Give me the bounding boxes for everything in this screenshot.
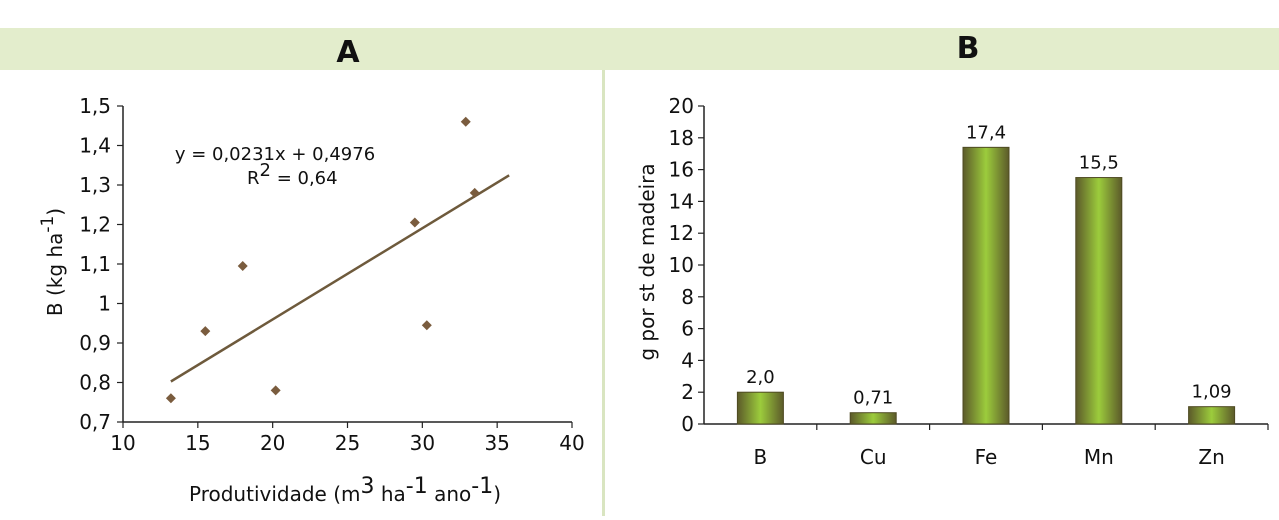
scatter-point [270,385,281,396]
y-tick-label: 1,2 [79,213,111,237]
bar-category-label: Cu [860,445,887,469]
x-tick-label: 40 [559,431,584,455]
bar-category-labels: B Cu Fe Mn Zn [754,424,1269,469]
x-label-sup3: -1 [471,474,493,499]
x-tick-label: 20 [260,431,285,455]
bar-value-label: 0,71 [853,388,893,409]
r-squared: R2 = 0,64 [247,160,338,189]
bar-value-label: 15,5 [1079,153,1119,174]
scatter-x-axis-label: Produtividade (m3 ha-1 ano-1) [189,474,501,506]
r-squared-sup: 2 [260,160,271,181]
x-tick-label: 15 [185,431,210,455]
x-label-mid2: ano [428,482,472,506]
regression-equation: y = 0,0231x + 0,4976 [175,144,375,165]
scatter-point [421,320,432,331]
scatter-point [200,326,211,337]
bar-y-ticks: 0 2 4 6 8 10 12 14 16 18 20 [669,94,704,436]
bar-y-tick-label: 18 [669,126,694,150]
x-tick-label: 10 [110,431,135,455]
scatter-y-ticks: 0,7 0,8 0,9 1 1,1 1,2 1,3 1,4 1,5 [79,94,123,434]
header-band [0,28,1279,70]
bar-y-tick-label: 20 [669,94,694,118]
bar-category-label: Zn [1198,445,1224,469]
bar-y-axis-label: g por st de madeira [635,163,659,360]
bar-y-tick-label: 6 [681,317,694,341]
r-squared-suffix: = 0,64 [271,168,338,189]
bar-value-label: 1,09 [1192,382,1232,403]
r-squared-prefix: R [247,168,260,189]
y-label-prefix: B (kg ha [43,233,67,316]
bar-zn [1188,406,1236,425]
y-tick-label: 1,1 [79,252,111,276]
y-tick-label: 1,5 [79,94,111,118]
bar-value-label: 17,4 [966,122,1006,143]
bar-y-tick-label: 8 [681,285,694,309]
bar-category-label: Mn [1084,445,1114,469]
scatter-chart: 0,7 0,8 0,9 1 1,1 1,2 1,3 1,4 1,5 10 15 20 25 30 35 40… [38,94,585,506]
x-tick-label: 35 [484,431,509,455]
bar-cu [849,412,897,425]
x-label-sup1: 3 [360,474,374,499]
x-label-suffix: ) [493,482,501,506]
bar-y-tick-label: 12 [669,221,694,245]
trendline [170,174,510,383]
scatter-point [460,116,471,127]
bar-category-label: B [754,445,768,469]
bar-y-tick-label: 16 [669,158,694,182]
bar-category-label: Fe [975,445,998,469]
bar-y-tick-label: 2 [681,380,694,404]
x-label-mid1: ha [374,482,405,506]
x-label-sup2: -1 [406,474,428,499]
bar-fe [962,146,1010,425]
scatter-y-axis-label: B (kg ha-1) [38,208,67,316]
scatter-point [469,187,480,198]
bars [736,146,1236,425]
y-tick-label: 0,9 [79,331,111,355]
bar-y-tick-label: 4 [681,348,694,372]
x-tick-label: 30 [410,431,435,455]
y-tick-label: 1,4 [79,134,111,158]
y-label-suffix: ) [43,208,67,216]
panel-divider [602,70,605,516]
bar-mn [1075,177,1123,425]
panel-a-title: A [336,35,360,70]
bar-chart: 0 2 4 6 8 10 12 14 16 18 20 2,0 0,71 17,4 15,5 1,09 B C… [635,94,1269,469]
panel-b-title: B [957,31,980,66]
y-label-sup: -1 [38,216,58,233]
bar-y-tick-label: 14 [669,189,694,213]
x-label-prefix: Produtividade (m [189,482,360,506]
scatter-x-ticks: 10 15 20 25 30 35 40 [110,422,585,455]
bar-value-label: 2,0 [746,367,775,388]
x-tick-label: 25 [335,431,360,455]
bar-value-labels: 2,0 0,71 17,4 15,5 1,09 [746,122,1232,408]
bar-b [736,391,784,425]
scatter-point [237,260,248,271]
scatter-point [165,393,176,404]
scatter-points [165,116,480,404]
scatter-point [409,217,420,228]
y-tick-label: 1 [98,292,111,316]
bar-y-tick-label: 10 [669,253,694,277]
y-tick-label: 0,7 [79,410,111,434]
bar-y-tick-label: 0 [681,412,694,436]
y-tick-label: 1,3 [79,173,111,197]
y-tick-label: 0,8 [79,371,111,395]
